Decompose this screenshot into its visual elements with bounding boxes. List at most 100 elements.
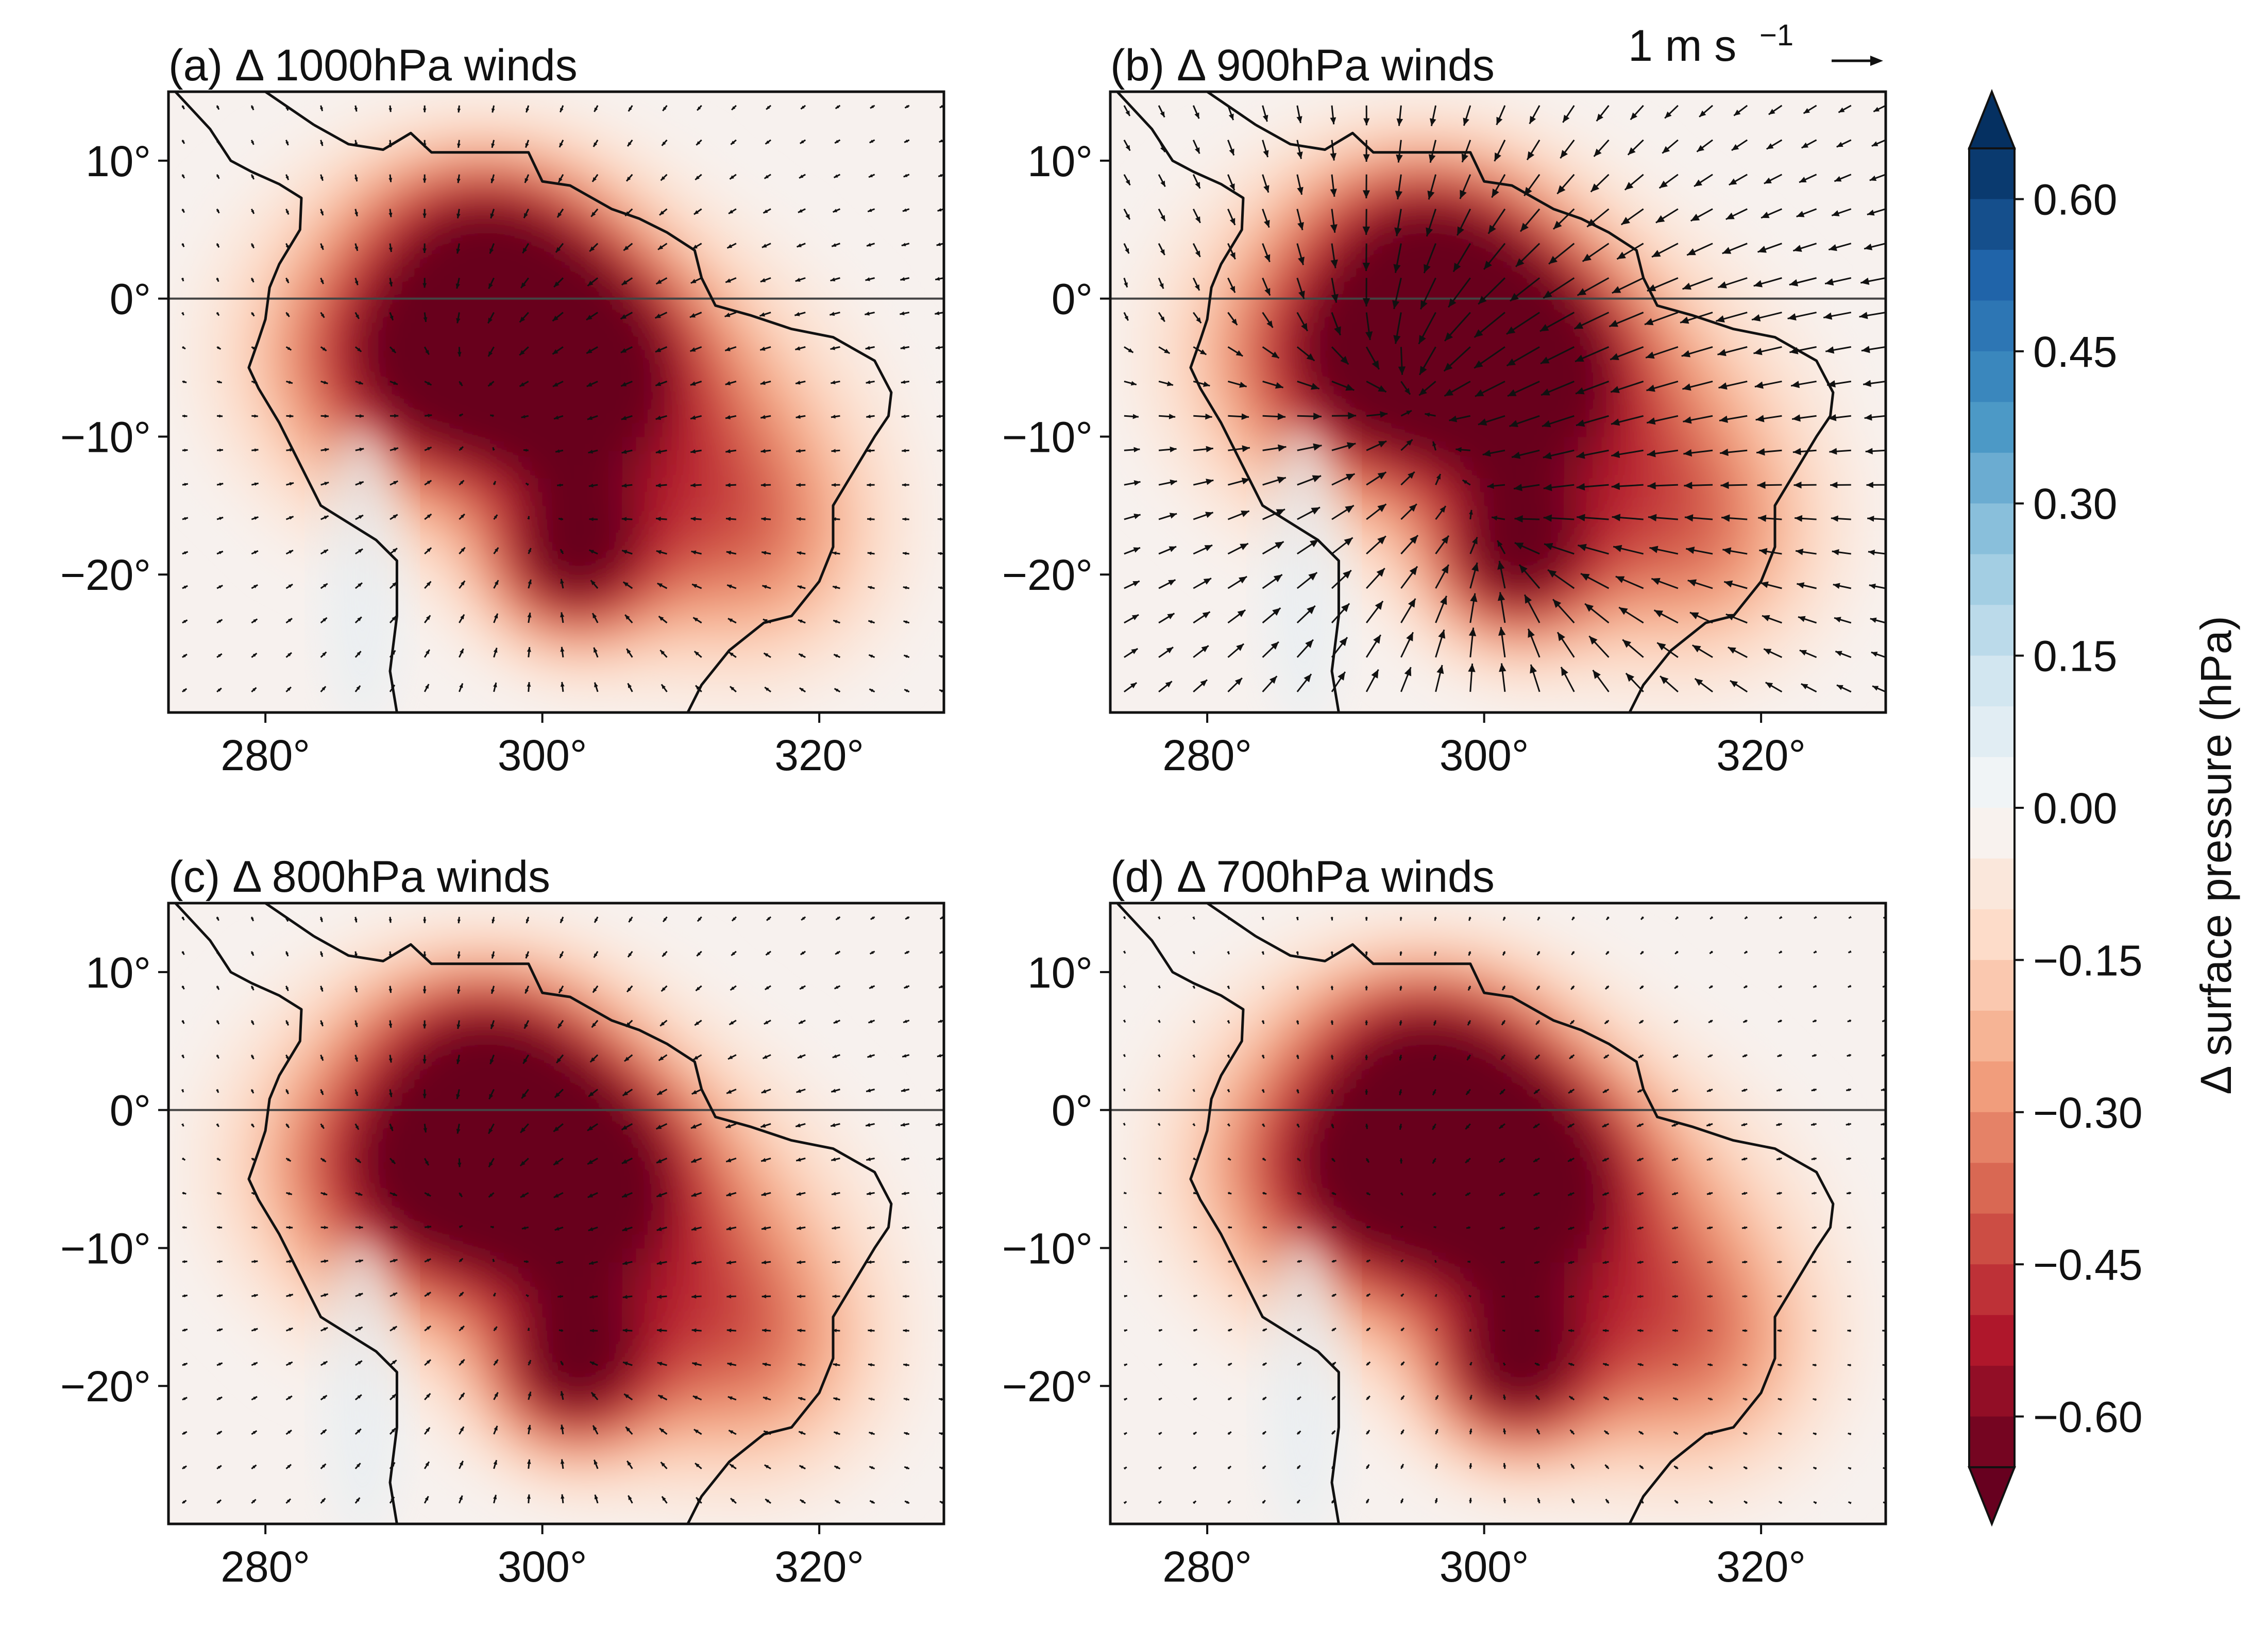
wind-vector-head	[1307, 605, 1315, 615]
wind-vector-head	[1435, 1362, 1438, 1365]
wind-vector-head	[1778, 1363, 1781, 1367]
wind-vector-head	[323, 583, 328, 588]
wind-vector-head	[1605, 1465, 1609, 1469]
wind-vector-head	[1400, 1464, 1403, 1468]
wind-vector-head	[184, 483, 188, 486]
wind-vector-head	[1637, 1295, 1641, 1298]
wind-vector-head	[1262, 1466, 1266, 1469]
wind-vector-head	[1160, 111, 1165, 117]
wind-vector-head	[1795, 515, 1803, 522]
wind-vector-head	[901, 414, 906, 418]
wind-vector-head	[218, 1260, 223, 1263]
positive-anomaly-patch	[1263, 420, 1346, 712]
wind-vector-head	[181, 106, 184, 109]
wind-vector-head	[1610, 353, 1619, 360]
wind-vector-head	[1587, 218, 1596, 227]
wind-vector-head	[393, 1293, 397, 1297]
panel-title: (a) Δ 1000hPa winds	[168, 41, 578, 90]
wind-vector-head	[323, 1192, 328, 1196]
wind-vector-head	[939, 985, 943, 988]
wind-vector-head	[766, 952, 770, 955]
wind-vector-head	[1520, 223, 1529, 232]
wind-vector-head	[622, 550, 628, 554]
wind-vector-head	[1230, 252, 1235, 260]
wind-vector-head	[1167, 613, 1175, 620]
wind-vector-head	[1507, 389, 1517, 396]
wind-vector-head	[696, 141, 701, 145]
wind-vector-head	[219, 517, 224, 520]
wind-vector-head	[488, 382, 493, 386]
wind-vector-head	[1498, 627, 1506, 636]
wind-vector-head	[1672, 1295, 1676, 1298]
wind-vector-head	[1744, 951, 1748, 954]
wind-vector-head	[1869, 583, 1876, 589]
wind-vector-head	[657, 1090, 663, 1095]
wind-vector-head	[1227, 1500, 1231, 1504]
wind-vector-head	[727, 1055, 733, 1059]
wind-vector-head	[1758, 515, 1767, 522]
wind-vector-head	[796, 415, 801, 419]
wind-vector-head	[621, 416, 627, 420]
wind-vector-head	[494, 580, 499, 585]
wind-vector-head	[1745, 916, 1748, 919]
wind-vector-head	[494, 1426, 498, 1431]
wind-vector-head	[801, 917, 805, 920]
wind-vector-head	[1462, 480, 1467, 484]
wind-vector-head	[692, 584, 698, 588]
colorbar-segment	[1969, 503, 2015, 555]
wind-vector-head	[1433, 1226, 1436, 1229]
wind-vector-head	[1469, 1362, 1472, 1366]
wind-vector-head	[354, 177, 358, 182]
wind-vector-head	[1192, 916, 1195, 920]
wind-vector-head	[663, 918, 667, 922]
wind-vector-head	[1468, 987, 1471, 991]
reference-vector-label: 1 m s	[1628, 21, 1736, 71]
wind-vector-head	[1576, 451, 1585, 459]
wind-vector-head	[1194, 112, 1199, 119]
wind-vector-head	[692, 1362, 697, 1366]
wind-vector-head	[1298, 1226, 1302, 1229]
coastline	[1115, 903, 1835, 1524]
wind-vector-head	[557, 1295, 562, 1298]
wind-vector-head	[1469, 1463, 1472, 1467]
wind-vector-head	[1363, 118, 1370, 126]
wind-vector-head	[1434, 1498, 1438, 1502]
wind-vector-head	[834, 174, 838, 178]
wind-vector-head	[1789, 347, 1799, 354]
wind-vector-head	[217, 346, 221, 349]
wind-vector-head	[762, 585, 767, 589]
wind-vector-head	[868, 208, 872, 212]
wind-vector-head	[219, 448, 223, 452]
wind-vector-head	[1496, 116, 1503, 125]
wind-vector-head	[1399, 1091, 1402, 1095]
wind-vector-head	[833, 1020, 838, 1024]
wind-vector-head	[1157, 916, 1160, 920]
wind-vector-head	[1572, 917, 1575, 920]
wind-vector-head	[1277, 413, 1286, 420]
wind-vector-head	[288, 1192, 292, 1195]
y-tick-label: 0°	[1052, 1087, 1093, 1135]
wind-vector-head	[834, 986, 839, 989]
wind-vector-head	[730, 986, 735, 990]
wind-vector-head	[1310, 539, 1319, 548]
reference-vector-arrow-head	[1870, 56, 1883, 66]
wind-vector-head	[1801, 142, 1809, 148]
wind-vector-head	[1847, 1019, 1851, 1022]
wind-vector-head	[427, 1193, 431, 1196]
wind-vector-head	[831, 449, 836, 453]
wind-vector-head	[798, 619, 803, 623]
wind-vector-head	[1744, 985, 1748, 988]
wind-vector-head	[216, 140, 219, 144]
wind-vector-head	[1870, 617, 1877, 623]
wind-vector-head	[1596, 113, 1603, 122]
wind-vector-head	[868, 620, 873, 624]
wind-vector-head	[1297, 1158, 1301, 1161]
wind-vector-head	[625, 1427, 631, 1432]
wind-vector-head	[1793, 245, 1802, 252]
wind-vector-head	[1568, 1363, 1572, 1366]
wind-vector-head	[250, 1090, 253, 1094]
wind-vector-head	[390, 1497, 395, 1501]
wind-vector-head	[938, 552, 942, 555]
wind-vector-head	[1535, 1395, 1539, 1399]
wind-vector-head	[1718, 281, 1727, 289]
